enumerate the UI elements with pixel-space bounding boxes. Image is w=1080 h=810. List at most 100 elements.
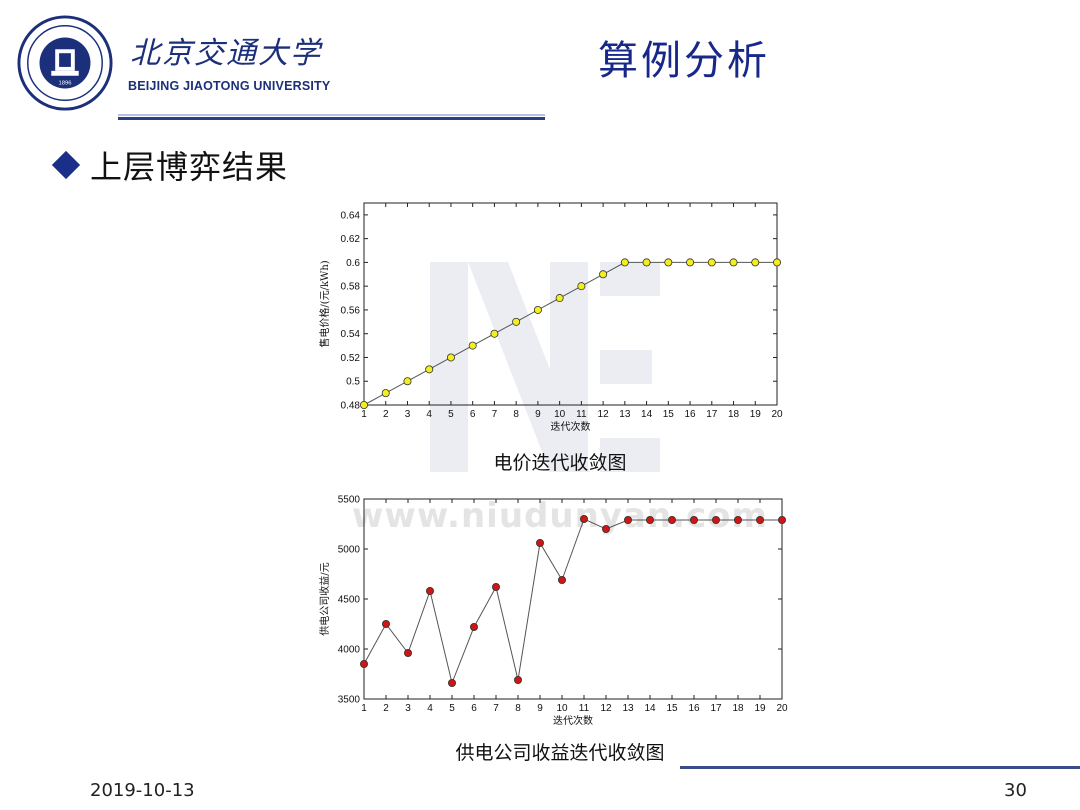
x-tick-label: 17 xyxy=(710,703,722,714)
y-tick-label: 0.5 xyxy=(346,377,360,388)
x-tick-label: 6 xyxy=(470,409,476,420)
footer-divider xyxy=(680,766,1080,769)
data-point xyxy=(382,619,391,628)
y-tick-label: 0.58 xyxy=(341,282,361,293)
data-point xyxy=(579,514,588,523)
data-point xyxy=(555,294,564,303)
data-point xyxy=(425,365,434,374)
x-tick-label: 9 xyxy=(535,409,541,420)
x-tick-label: 15 xyxy=(666,703,678,714)
data-point xyxy=(777,515,786,524)
x-tick-label: 9 xyxy=(537,703,543,714)
y-tick-label: 0.64 xyxy=(341,210,361,221)
data-point xyxy=(557,576,566,585)
footer-date: 2019-10-13 xyxy=(90,780,195,801)
x-tick-label: 19 xyxy=(750,409,762,420)
data-point xyxy=(623,515,632,524)
x-tick-label: 13 xyxy=(619,409,631,420)
x-tick-label: 7 xyxy=(492,409,498,420)
x-tick-label: 7 xyxy=(493,703,499,714)
x-tick-label: 10 xyxy=(554,409,566,420)
y-tick-label: 0.62 xyxy=(341,234,361,245)
x-tick-label: 11 xyxy=(576,409,587,420)
data-point xyxy=(599,270,608,279)
data-point xyxy=(772,258,781,267)
y-tick-label: 0.54 xyxy=(341,329,361,340)
x-tick-label: 16 xyxy=(688,703,700,714)
data-point xyxy=(535,539,544,548)
data-point xyxy=(689,515,698,524)
x-tick-label: 6 xyxy=(471,703,477,714)
x-tick-label: 3 xyxy=(405,703,411,714)
x-tick-label: 13 xyxy=(622,703,634,714)
data-point xyxy=(664,258,673,267)
header-divider xyxy=(118,117,545,120)
data-point xyxy=(446,353,455,362)
data-point xyxy=(751,258,760,267)
x-tick-label: 15 xyxy=(663,409,675,420)
page-title: 算例分析 xyxy=(598,38,770,84)
data-point xyxy=(490,329,499,338)
data-point xyxy=(469,622,478,631)
svg-text:1896: 1896 xyxy=(58,81,72,87)
data-point xyxy=(381,389,390,398)
data-point xyxy=(601,525,610,534)
x-tick-label: 16 xyxy=(684,409,696,420)
x-tick-label: 8 xyxy=(513,409,519,420)
y-tick-label: 5500 xyxy=(338,495,361,506)
data-point xyxy=(468,341,477,350)
data-point xyxy=(533,305,542,314)
data-point xyxy=(755,515,764,524)
x-tick-label: 19 xyxy=(754,703,766,714)
x-tick-label: 8 xyxy=(515,703,521,714)
data-point xyxy=(686,258,695,267)
data-point xyxy=(729,258,738,267)
data-point xyxy=(512,317,521,326)
data-point xyxy=(360,659,369,668)
x-tick-label: 20 xyxy=(776,703,788,714)
x-tick-label: 10 xyxy=(556,703,568,714)
x-tick-label: 18 xyxy=(728,409,740,420)
header-divider-light xyxy=(118,114,545,116)
y-tick-label: 4500 xyxy=(338,595,361,606)
series-line xyxy=(363,261,777,406)
x-tick-label: 11 xyxy=(579,703,590,714)
x-tick-label: 1 xyxy=(361,409,367,420)
x-tick-label: 2 xyxy=(383,409,389,420)
data-point xyxy=(620,258,629,267)
x-tick-label: 5 xyxy=(449,703,455,714)
university-name-en: BEIJING JIAOTONG UNIVERSITY xyxy=(128,79,331,93)
data-point xyxy=(426,587,435,596)
x-axis-label: 迭代次数 xyxy=(551,420,591,433)
data-point xyxy=(360,400,369,409)
x-tick-label: 3 xyxy=(405,409,411,420)
chart1-caption: 电价迭代收敛图 xyxy=(493,452,627,474)
y-tick-label: 0.52 xyxy=(341,353,361,364)
x-tick-label: 4 xyxy=(427,703,433,714)
x-tick-label: 17 xyxy=(706,409,718,420)
y-tick-label: 5000 xyxy=(338,545,361,556)
diamond-bullet-icon xyxy=(51,150,81,180)
section-heading-text: 上层博弈结果 xyxy=(90,148,289,186)
y-tick-label: 0.6 xyxy=(346,258,360,269)
data-point xyxy=(404,648,413,657)
data-point xyxy=(642,258,651,267)
plot-frame xyxy=(363,202,778,406)
x-tick-label: 5 xyxy=(448,409,454,420)
price-convergence-chart: 0.480.50.520.540.560.580.60.620.641 2 3 4 5 6… xyxy=(318,202,783,433)
data-point xyxy=(733,515,742,524)
x-tick-label: 2 xyxy=(383,703,389,714)
y-tick-label: 0.48 xyxy=(341,401,361,412)
data-point xyxy=(707,258,716,267)
data-point xyxy=(667,515,676,524)
series-line xyxy=(363,518,782,685)
data-point xyxy=(645,515,654,524)
y-axis-label: 供电公司收益/元 xyxy=(318,562,331,635)
data-point xyxy=(403,377,412,386)
university-name-cn: 北京交通大学 xyxy=(130,36,322,71)
data-point xyxy=(491,583,500,592)
x-tick-label: 14 xyxy=(644,703,656,714)
university-seal-icon: 1896 xyxy=(17,15,113,111)
y-tick-label: 0.56 xyxy=(341,305,361,316)
